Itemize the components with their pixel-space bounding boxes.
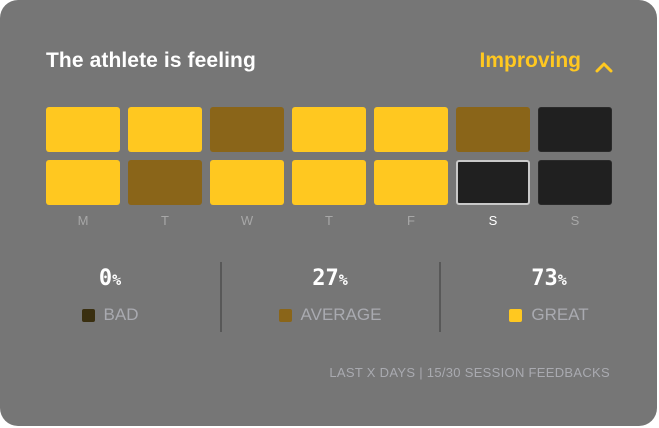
stat-great: 73% GREAT bbox=[439, 262, 659, 325]
legend-swatch-great bbox=[509, 308, 523, 322]
trend-toggle[interactable]: Improving bbox=[479, 49, 613, 73]
day-label: W bbox=[240, 213, 254, 228]
stat-unit: % bbox=[338, 271, 348, 289]
stat-average: 27% AVERAGE bbox=[220, 262, 440, 325]
feeling-cell-great[interactable] bbox=[46, 107, 120, 152]
feeling-cell-great[interactable] bbox=[374, 160, 448, 205]
day-labels: M T W T F S S bbox=[46, 213, 612, 228]
legend-swatch-average bbox=[278, 308, 292, 322]
stat-label: AVERAGE bbox=[300, 305, 382, 324]
card-title: The athlete is feeling bbox=[46, 49, 256, 72]
stat-unit: % bbox=[557, 271, 567, 289]
day-label-selected: S bbox=[488, 213, 498, 228]
day-label: M bbox=[77, 213, 89, 228]
trend-label: Improving bbox=[479, 49, 581, 72]
stat-label: GREAT bbox=[531, 305, 589, 324]
stat-unit: % bbox=[112, 271, 122, 289]
day-label: T bbox=[325, 213, 333, 228]
stat-divider bbox=[439, 262, 441, 332]
feeling-row bbox=[46, 107, 612, 152]
feeling-cell-average[interactable] bbox=[128, 160, 202, 205]
feeling-cell-great[interactable] bbox=[374, 107, 448, 152]
feeling-grid bbox=[46, 107, 612, 213]
feeling-cell-average[interactable] bbox=[210, 107, 284, 152]
day-label: S bbox=[570, 213, 580, 228]
stats-summary: 0% BAD 27% AVERAGE 73% GREAT bbox=[0, 262, 657, 332]
stat-value: 73 bbox=[531, 266, 558, 291]
stat-value: 27 bbox=[312, 266, 339, 291]
footer-summary: LAST X DAYS | 15/30 SESSION FEEDBACKS bbox=[329, 365, 610, 380]
feeling-cell-great[interactable] bbox=[128, 107, 202, 152]
feeling-cell-empty[interactable] bbox=[538, 107, 612, 152]
feeling-cell-great[interactable] bbox=[292, 160, 366, 205]
stat-label: BAD bbox=[103, 305, 139, 324]
day-label: F bbox=[407, 213, 415, 228]
stat-value: 0 bbox=[98, 266, 113, 291]
feeling-cell-great[interactable] bbox=[46, 160, 120, 205]
feeling-cell-great[interactable] bbox=[210, 160, 284, 205]
stat-divider bbox=[220, 262, 222, 332]
feeling-cell-empty[interactable] bbox=[456, 160, 530, 205]
day-label: T bbox=[161, 213, 169, 228]
legend-swatch-bad bbox=[81, 308, 95, 322]
feeling-cell-empty[interactable] bbox=[538, 160, 612, 205]
feeling-cell-average[interactable] bbox=[456, 107, 530, 152]
stat-bad: 0% BAD bbox=[0, 262, 220, 325]
feeling-row bbox=[46, 160, 612, 205]
chevron-up-icon bbox=[595, 55, 613, 73]
feeling-cell-great[interactable] bbox=[292, 107, 366, 152]
